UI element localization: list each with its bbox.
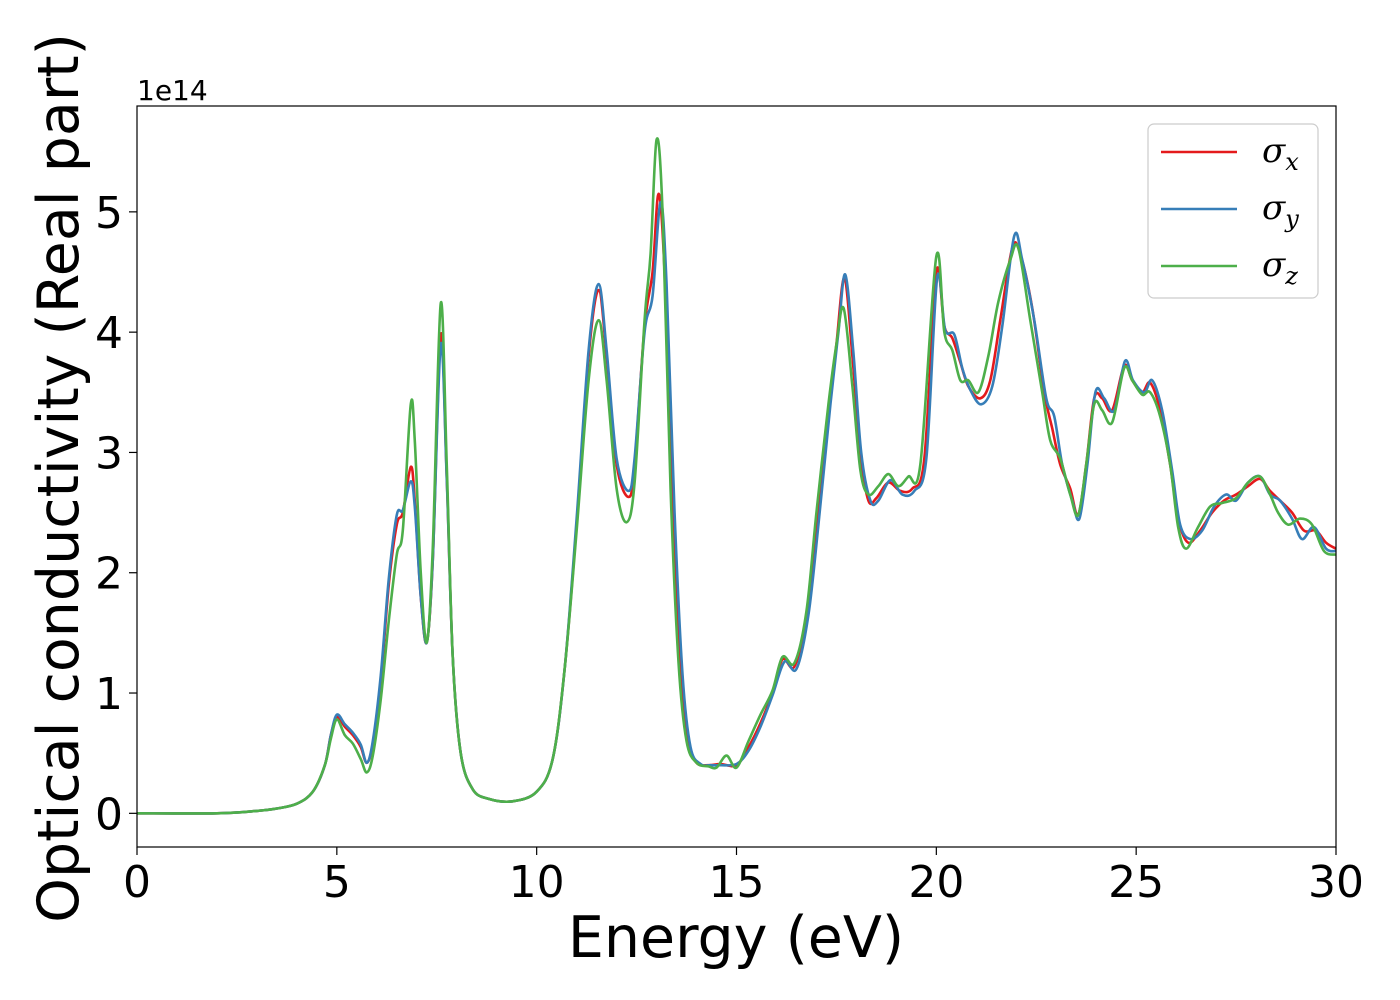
series-layer xyxy=(137,137,1336,815)
legend-label-x: σx xyxy=(1262,131,1299,176)
x-tick-label: 30 xyxy=(1308,857,1364,908)
x-tick-label: 5 xyxy=(323,857,351,908)
x-axis-ticks: 0 5 10 15 20 25 30 xyxy=(123,847,1364,908)
y-tick-label: 3 xyxy=(95,428,123,479)
y-axis-ticks: 0 1 2 3 4 5 xyxy=(95,188,137,840)
series-line-z xyxy=(137,137,1336,815)
legend-box xyxy=(1147,123,1319,299)
x-tick-label: 10 xyxy=(509,857,565,908)
x-tick-label: 20 xyxy=(908,857,964,908)
legend-label-y: σy xyxy=(1262,188,1299,233)
legend: σx σy σz xyxy=(1147,123,1319,299)
y-tick-label: 2 xyxy=(95,549,123,600)
x-axis-label: Energy (eV) xyxy=(568,905,904,971)
x-tick-label: 15 xyxy=(709,857,765,908)
y-axis-label: Optical conductivity (Real part) xyxy=(26,33,92,923)
y-tick-label: 4 xyxy=(95,308,123,359)
legend-label-z: σz xyxy=(1262,245,1298,290)
y-tick-label: 0 xyxy=(95,789,123,840)
series-line-y xyxy=(137,200,1336,815)
y-tick-label: 1 xyxy=(95,669,123,720)
y-offset-text: 1e14 xyxy=(137,74,208,107)
x-tick-label: 0 xyxy=(123,857,151,908)
y-tick-label: 5 xyxy=(95,188,123,239)
x-tick-label: 25 xyxy=(1108,857,1164,908)
